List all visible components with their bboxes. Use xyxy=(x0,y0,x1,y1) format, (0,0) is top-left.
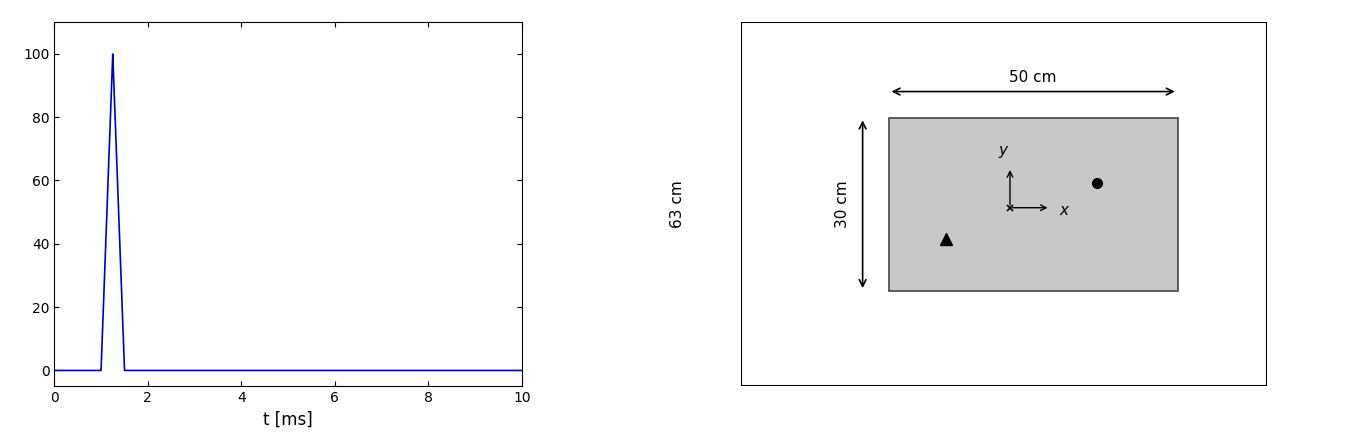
Text: $x$: $x$ xyxy=(1058,203,1071,218)
Text: 50 cm: 50 cm xyxy=(1010,70,1057,85)
Bar xyxy=(889,118,1178,291)
Text: $y$: $y$ xyxy=(999,144,1010,160)
Text: 30 cm: 30 cm xyxy=(835,180,849,228)
X-axis label: t [ms]: t [ms] xyxy=(263,411,313,429)
Text: 63 cm: 63 cm xyxy=(670,180,685,228)
